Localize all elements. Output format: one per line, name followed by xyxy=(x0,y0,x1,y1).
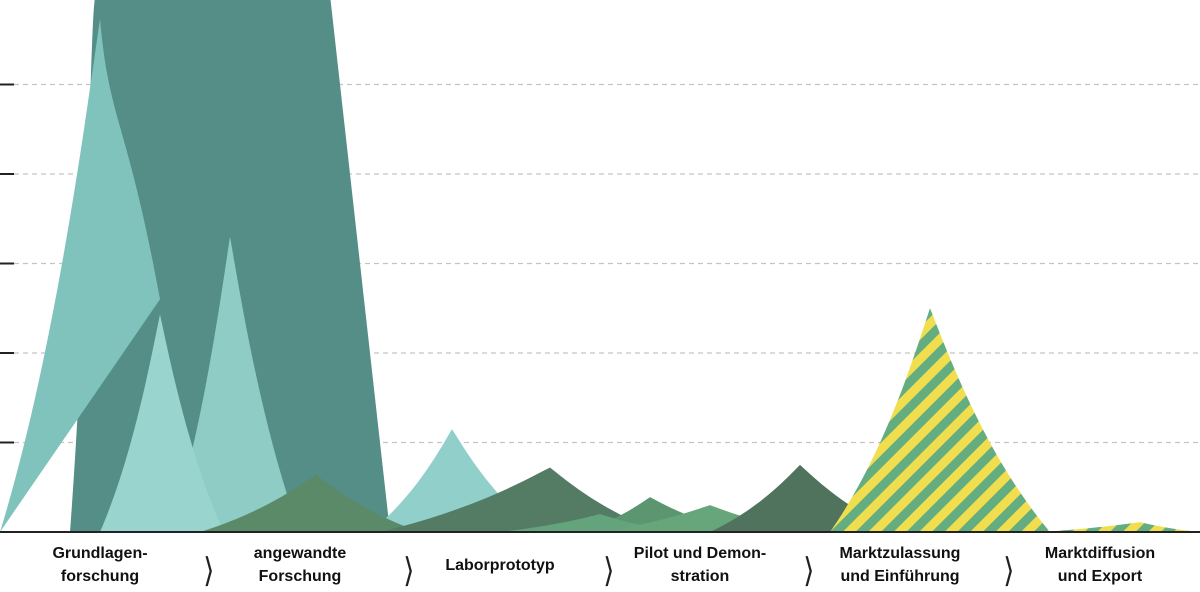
stage-label-line: stration xyxy=(670,568,730,585)
stage-label-2: angewandte Forschung xyxy=(200,542,400,588)
area-shape-2 xyxy=(0,19,160,533)
stage-label-3: Laborprototyp xyxy=(400,554,600,577)
area-shape-4 xyxy=(100,314,224,532)
stage-label-line: Marktdiffusion xyxy=(1044,545,1156,562)
stage-label-4: Pilot und Demon-stration xyxy=(600,542,800,588)
chevron-right-icon: ❭ xyxy=(201,552,216,587)
chevron-right-icon: ❭ xyxy=(1001,552,1016,587)
chevron-right-icon: ❭ xyxy=(801,552,816,587)
stage-label-line: Pilot und Demon- xyxy=(633,545,767,562)
stage-label-line: Laborprototyp xyxy=(445,557,555,574)
area-shape-6 xyxy=(200,474,420,532)
stage-label-line: angewandte xyxy=(253,545,347,562)
stage-label-line: Marktzulassung xyxy=(839,545,961,562)
chevron-right-icon: ❭ xyxy=(601,552,616,587)
area-shape-7 xyxy=(380,467,660,532)
chevron-right-icon: ❭ xyxy=(401,552,416,587)
stage-label-1: Grundlagen-forschung xyxy=(0,542,200,588)
stage-label-6: Marktdiffusion und Export xyxy=(1000,542,1200,588)
stage-label-5: Marktzulassung und Einführung xyxy=(800,542,1000,588)
chart-areas xyxy=(0,0,1200,533)
area-shape-3 xyxy=(170,236,300,532)
chart-axes xyxy=(0,83,1200,533)
stage-label-line: und Export xyxy=(1057,568,1143,585)
stage-label-line: und Einführung xyxy=(840,568,960,585)
stage-label-line: Grundlagen- xyxy=(52,545,148,562)
stage-label-line: forschung xyxy=(60,568,140,585)
area-shape-13 xyxy=(1040,522,1200,532)
stage-label-line: Forschung xyxy=(258,568,342,585)
area-shape-12 xyxy=(830,308,1050,532)
